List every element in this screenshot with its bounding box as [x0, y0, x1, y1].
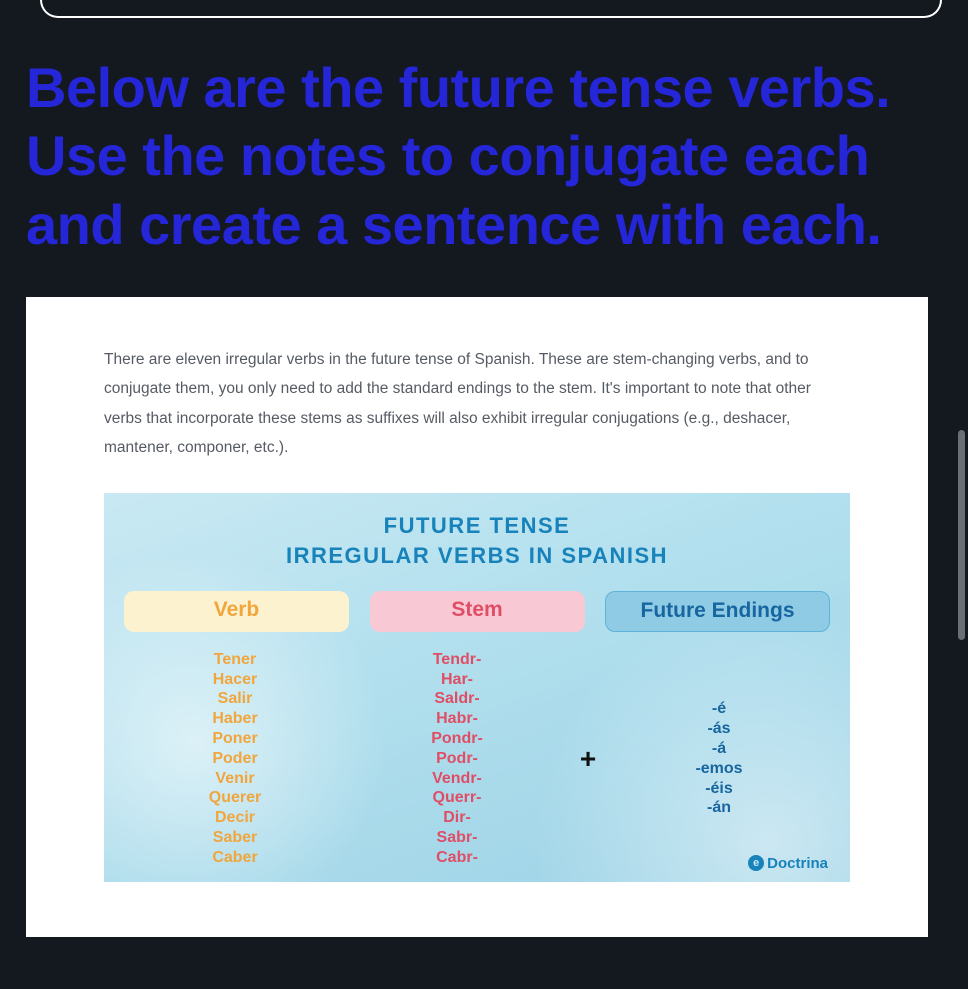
header-endings: Future Endings	[605, 591, 830, 632]
verb-item: Venir	[124, 769, 346, 789]
header-verb: Verb	[124, 591, 349, 632]
stem-column: Tendr- Har- Saldr- Habr- Pondr- Podr- Ve…	[346, 650, 568, 868]
stem-item: Podr-	[346, 749, 568, 769]
ending-item: -án	[608, 798, 830, 818]
verb-item: Caber	[124, 848, 346, 868]
verb-item: Hacer	[124, 670, 346, 690]
chart-title-line1: FUTURE TENSE	[124, 513, 830, 539]
endings-column: -é -ás -á -emos -éis -án	[608, 699, 830, 818]
verb-column: Tener Hacer Salir Haber Poner Poder Veni…	[124, 650, 346, 868]
chart-title: FUTURE TENSE IRREGULAR VERBS IN SPANISH	[124, 513, 830, 569]
chart-column-headers: Verb Stem Future Endings	[124, 591, 830, 632]
scrollbar-thumb[interactable]	[958, 430, 965, 640]
stem-item: Dir-	[346, 808, 568, 828]
page-heading: Below are the future tense verbs. Use th…	[0, 18, 968, 259]
brand-label: eDoctrina	[748, 855, 828, 872]
stem-item: Querr-	[346, 788, 568, 808]
stem-item: Tendr-	[346, 650, 568, 670]
brand-badge-icon: e	[748, 855, 764, 871]
verb-item: Haber	[124, 709, 346, 729]
stem-item: Habr-	[346, 709, 568, 729]
stem-item: Har-	[346, 670, 568, 690]
ending-item: -ás	[608, 719, 830, 739]
verb-item: Poder	[124, 749, 346, 769]
verb-item: Saber	[124, 828, 346, 848]
brand-text: Doctrina	[767, 855, 828, 872]
stem-item: Vendr-	[346, 769, 568, 789]
future-tense-chart: FUTURE TENSE IRREGULAR VERBS IN SPANISH …	[104, 493, 850, 882]
top-rounded-frame	[40, 0, 942, 18]
verb-item: Querer	[124, 788, 346, 808]
stem-item: Cabr-	[346, 848, 568, 868]
ending-item: -á	[608, 739, 830, 759]
plus-icon: +	[568, 743, 608, 775]
content-card: There are eleven irregular verbs in the …	[26, 297, 928, 937]
ending-item: -éis	[608, 779, 830, 799]
verb-item: Tener	[124, 650, 346, 670]
verb-item: Salir	[124, 689, 346, 709]
chart-title-line2: IRREGULAR VERBS IN SPANISH	[124, 543, 830, 569]
ending-item: -emos	[608, 759, 830, 779]
stem-item: Saldr-	[346, 689, 568, 709]
ending-item: -é	[608, 699, 830, 719]
verb-item: Decir	[124, 808, 346, 828]
stem-item: Sabr-	[346, 828, 568, 848]
stem-item: Pondr-	[346, 729, 568, 749]
intro-paragraph: There are eleven irregular verbs in the …	[104, 345, 850, 463]
verb-item: Poner	[124, 729, 346, 749]
header-stem: Stem	[370, 591, 585, 632]
chart-body: Tener Hacer Salir Haber Poner Poder Veni…	[124, 650, 830, 868]
